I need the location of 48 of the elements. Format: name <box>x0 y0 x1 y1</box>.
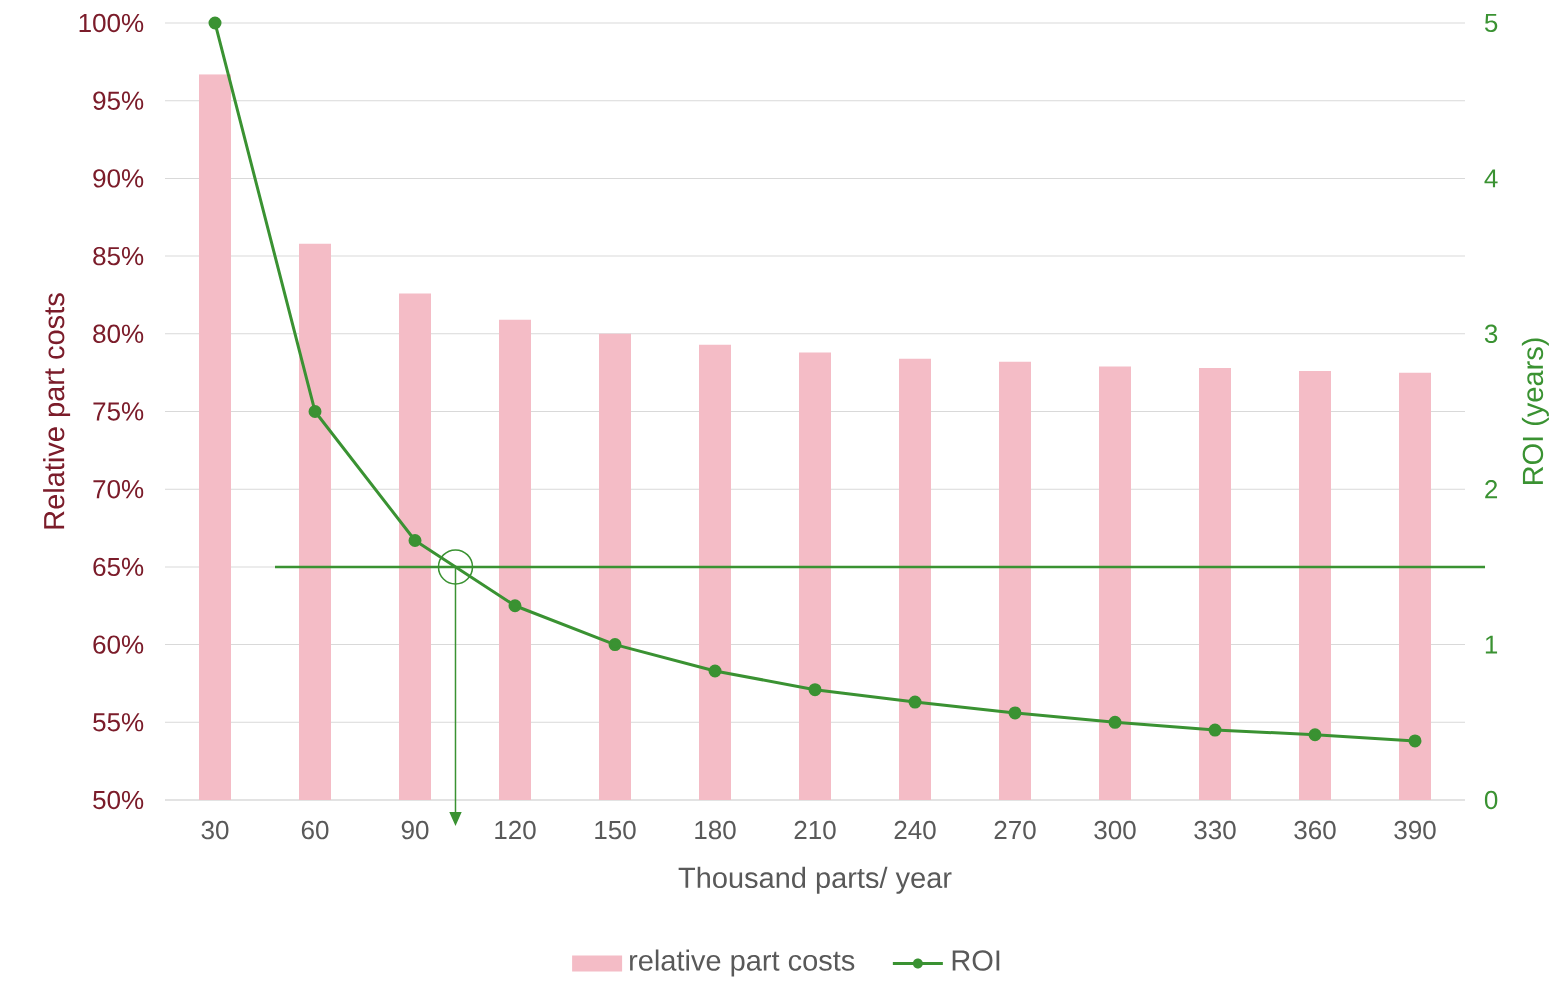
y-tick-label: 50% <box>93 790 144 810</box>
y2-tick-label: 3 <box>1484 324 1498 343</box>
point <box>808 683 822 697</box>
x-tick-label: 300 <box>1094 820 1136 840</box>
y2-tick-label: 2 <box>1485 480 1498 499</box>
x-tick-label: 150 <box>595 820 636 840</box>
y2-axis-title: ROI (years) <box>1521 338 1549 484</box>
x-tick-label: 120 <box>495 820 536 840</box>
point <box>508 599 522 613</box>
point <box>1408 734 1422 748</box>
y-tick-label: 90% <box>93 169 144 188</box>
y-tick-label: 65% <box>93 557 144 577</box>
y-tick-label: 100% <box>79 13 144 33</box>
x-tick-label: 360 <box>1294 820 1336 840</box>
y-tick-label: 60% <box>93 635 144 654</box>
x-tick-label: 240 <box>894 820 936 840</box>
y-axis-title: Relative part costs <box>43 293 71 529</box>
y2-tick-label: 4 <box>1484 169 1498 188</box>
x-tick-label: 270 <box>994 820 1036 840</box>
point <box>1008 706 1022 720</box>
y2-tick-label: 5 <box>1484 13 1498 32</box>
x-tick-label: 390 <box>1394 820 1436 840</box>
y-tick-label: 80% <box>93 324 144 343</box>
y2-tick-label: 0 <box>1484 790 1498 810</box>
y-tick-label: 75% <box>93 402 144 421</box>
point <box>308 404 322 418</box>
point <box>1208 723 1222 737</box>
x-axis-title: Thousand parts/ year <box>678 866 952 894</box>
legend-label: relative part costs <box>630 949 855 977</box>
y-tick-label: 55% <box>93 713 144 732</box>
point <box>408 533 422 547</box>
point <box>608 638 622 652</box>
x-tick-label: 180 <box>695 820 736 840</box>
x-tick-label: 60 <box>301 820 329 840</box>
point <box>1108 715 1122 729</box>
y-tick-label: 85% <box>93 246 144 266</box>
point <box>908 695 922 709</box>
y2-tick-label: 1 <box>1485 635 1498 654</box>
legend-label: ROI <box>952 950 1000 971</box>
y-tick-label: 70% <box>93 479 144 499</box>
point <box>208 16 222 30</box>
x-tick-label: 330 <box>1194 820 1236 840</box>
point <box>1308 728 1322 742</box>
point <box>708 664 722 678</box>
x-tick-label: 30 <box>201 820 229 840</box>
x-tick-label: 210 <box>794 820 836 840</box>
x-tick-label: 90 <box>401 820 429 840</box>
y-tick-label: 95% <box>93 91 144 110</box>
